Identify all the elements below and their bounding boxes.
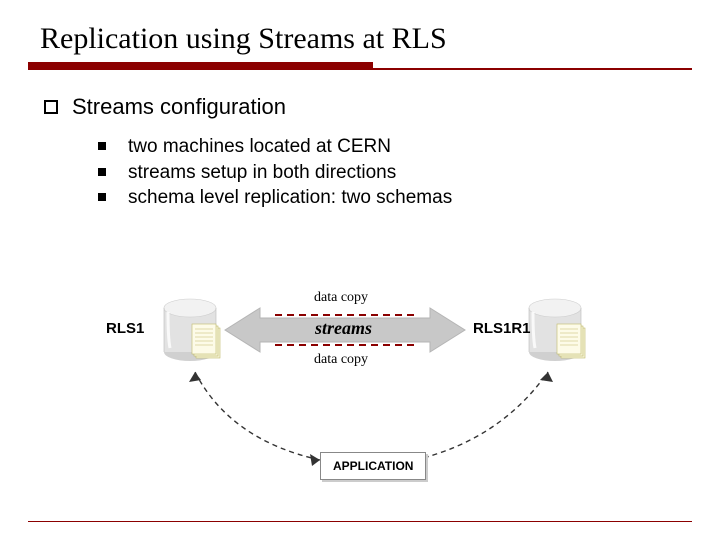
bullet-top-text: Streams configuration <box>72 94 286 120</box>
sub-bullet-2: schema level replication: two schemas <box>98 185 720 211</box>
application-box: APPLICATION <box>320 452 426 480</box>
database-left-icon <box>164 299 220 361</box>
title-underline-thin <box>28 68 692 70</box>
hollow-square-bullet-icon <box>44 100 58 114</box>
footer-rule <box>28 521 692 523</box>
left-db-label: RLS1 <box>106 320 144 337</box>
data-copy-label-top: data copy <box>314 290 368 306</box>
sub-bullet-2-text: schema level replication: two schemas <box>128 185 452 211</box>
sub-bullet-0: two machines located at CERN <box>98 134 720 160</box>
sub-bullet-1-text: streams setup in both directions <box>128 160 396 186</box>
sub-bullet-list: two machines located at CERN streams set… <box>44 120 720 211</box>
data-copy-label-bottom: data copy <box>314 352 368 368</box>
content-area: Streams configuration two machines locat… <box>0 70 720 211</box>
database-right-icon <box>529 299 585 361</box>
bullet-top: Streams configuration <box>44 94 720 120</box>
sub-bullet-0-text: two machines located at CERN <box>128 134 391 160</box>
right-db-label: RLS1R1 <box>473 320 531 337</box>
slide-title: Replication using Streams at RLS <box>0 0 720 62</box>
square-bullet-icon <box>98 142 106 150</box>
app-to-right-arrow-icon <box>415 372 553 466</box>
sub-bullet-1: streams setup in both directions <box>98 160 720 186</box>
diagram-area: RLS1 RLS1R1 streams data copy data copy … <box>0 260 720 520</box>
square-bullet-icon <box>98 168 106 176</box>
app-to-left-arrow-icon <box>189 372 320 466</box>
streams-label: streams <box>315 318 372 339</box>
square-bullet-icon <box>98 193 106 201</box>
title-underline <box>28 62 692 70</box>
